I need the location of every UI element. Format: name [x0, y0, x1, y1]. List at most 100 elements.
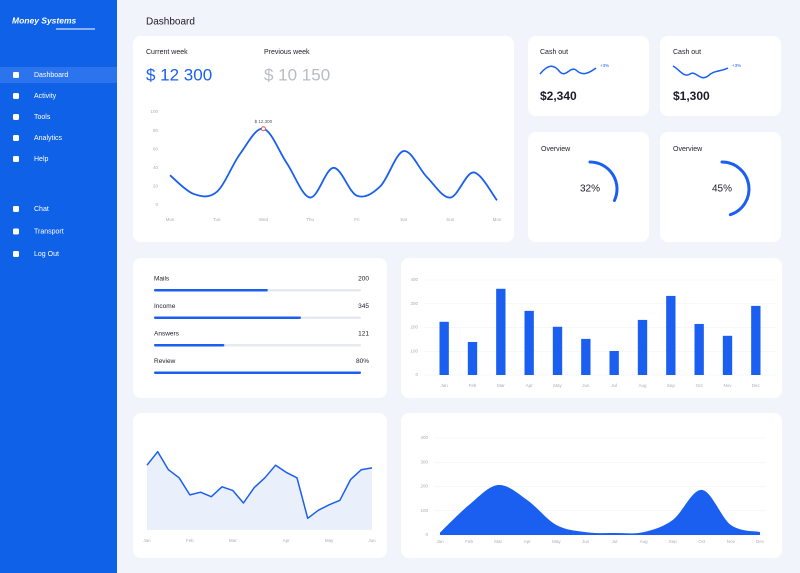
x-tick-label: Apr — [526, 383, 534, 388]
overview-card — [528, 132, 649, 242]
x-tick-label: Dec — [752, 383, 761, 388]
overview-card — [660, 132, 781, 242]
bar — [581, 338, 591, 375]
cash-value: $1,300 — [673, 89, 710, 103]
bar — [666, 295, 676, 375]
x-tick-label: Apr — [524, 539, 532, 544]
y-tick-label: 0 — [415, 372, 418, 377]
x-tick-label: Sep — [669, 539, 678, 544]
y-tick-label: 0 — [425, 532, 428, 537]
y-tick-label: 300 — [410, 301, 418, 306]
gauge-arc — [588, 160, 619, 202]
x-tick-label: Nov — [727, 539, 736, 544]
menu-icon — [13, 206, 19, 212]
cash-change: +3% — [732, 63, 741, 68]
x-tick-label: Jun — [582, 539, 590, 544]
x-tick-label: Mar — [497, 383, 505, 388]
bar — [637, 319, 648, 375]
bar — [552, 326, 563, 375]
menu-item: Analytics — [34, 135, 63, 142]
x-tick-label: Mar — [229, 538, 237, 543]
menu-item: Transport — [34, 228, 64, 235]
x-tick-label: Feb — [469, 383, 477, 388]
progress-bar — [154, 344, 225, 347]
menu-item: Tools — [34, 114, 51, 121]
y-tick-label: 40 — [153, 165, 159, 170]
y-tick-label: 100 — [420, 508, 428, 513]
y-tick-label: 60 — [153, 146, 159, 151]
y-tick-label: 300 — [420, 459, 428, 464]
menu-icon — [13, 93, 19, 99]
x-tick-label: Jul — [612, 539, 618, 544]
y-tick-label: 200 — [410, 325, 418, 330]
bar — [751, 305, 761, 375]
menu-icon — [13, 72, 19, 78]
menu-item: Log Out — [34, 251, 59, 258]
week-card — [133, 36, 514, 242]
x-tick-label: Sun — [446, 217, 455, 222]
y-tick-label: 80 — [153, 128, 159, 133]
x-tick-label: Jan — [143, 538, 151, 543]
y-tick-label: 200 — [420, 484, 428, 489]
x-tick-label: Mon — [166, 217, 175, 222]
previous-value: $ 10 150 — [264, 65, 330, 84]
cash-title: Cash out — [673, 49, 701, 56]
stat-label: Answers — [154, 331, 180, 338]
gauge-label: 45% — [712, 184, 732, 195]
x-tick-label: Jun — [582, 383, 590, 388]
menu-item: Dashboard — [34, 72, 68, 79]
menu-icon — [13, 228, 19, 235]
cash-card — [660, 36, 781, 116]
cash-value: $2,340 — [540, 89, 577, 103]
menu-icon — [13, 114, 19, 120]
bar — [609, 351, 619, 375]
gauge-arc — [720, 160, 751, 217]
y-tick-label: 100 — [150, 109, 158, 114]
bar — [694, 323, 704, 375]
stat-value: 345 — [358, 303, 369, 310]
x-tick-label: Oct — [698, 539, 706, 544]
stat-value: 200 — [358, 276, 369, 283]
y-tick-label: 400 — [410, 277, 418, 282]
menu-item: Help — [34, 156, 49, 163]
bar — [722, 335, 733, 375]
menu-item: Activity — [34, 93, 57, 100]
gauge-label: 32% — [580, 184, 600, 195]
progress-bar — [154, 316, 301, 319]
x-tick-label: Sat — [400, 217, 408, 222]
line — [169, 127, 498, 201]
y-tick-label: 20 — [153, 184, 159, 189]
stat-value: 121 — [358, 331, 369, 338]
x-tick-label: Feb — [186, 538, 194, 543]
x-tick-label: Jan — [436, 539, 444, 544]
brand: Money Systems — [12, 15, 77, 25]
x-tick-label: Aug — [638, 383, 647, 388]
stats-card — [133, 258, 387, 398]
bar — [439, 321, 449, 375]
x-tick-label: May — [553, 383, 562, 388]
sparkline — [539, 65, 597, 75]
x-tick-label: May — [552, 539, 561, 544]
charts: 0 20 40 60 80 100 Mon Tue Wed Thu Fri Sat Sun Mon $ 12… — [143, 109, 776, 544]
stat-value: 80% — [356, 358, 369, 365]
x-tick-label: Jul — [611, 383, 617, 388]
x-tick-label: Thu — [306, 217, 314, 222]
x-tick-label: Mon — [493, 217, 502, 222]
y-tick-label: 0 — [155, 202, 158, 207]
current-label: Current week — [146, 49, 188, 56]
cash-change: +3% — [600, 63, 609, 68]
x-tick-label: Apr — [283, 538, 291, 543]
line-fill — [147, 451, 372, 530]
x-tick-label: Feb — [465, 539, 473, 544]
area — [440, 484, 760, 535]
annotation: $ 12,300 — [255, 119, 273, 124]
x-tick-label: Jun — [368, 538, 376, 543]
x-tick-label: Tue — [213, 217, 221, 222]
x-tick-label: Wed — [259, 217, 269, 222]
stat-label: Income — [154, 303, 176, 310]
menu-item: Chat — [34, 206, 49, 213]
bar — [496, 288, 506, 375]
overview-title: Overview — [541, 146, 571, 153]
previous-label: Previous week — [264, 49, 310, 56]
